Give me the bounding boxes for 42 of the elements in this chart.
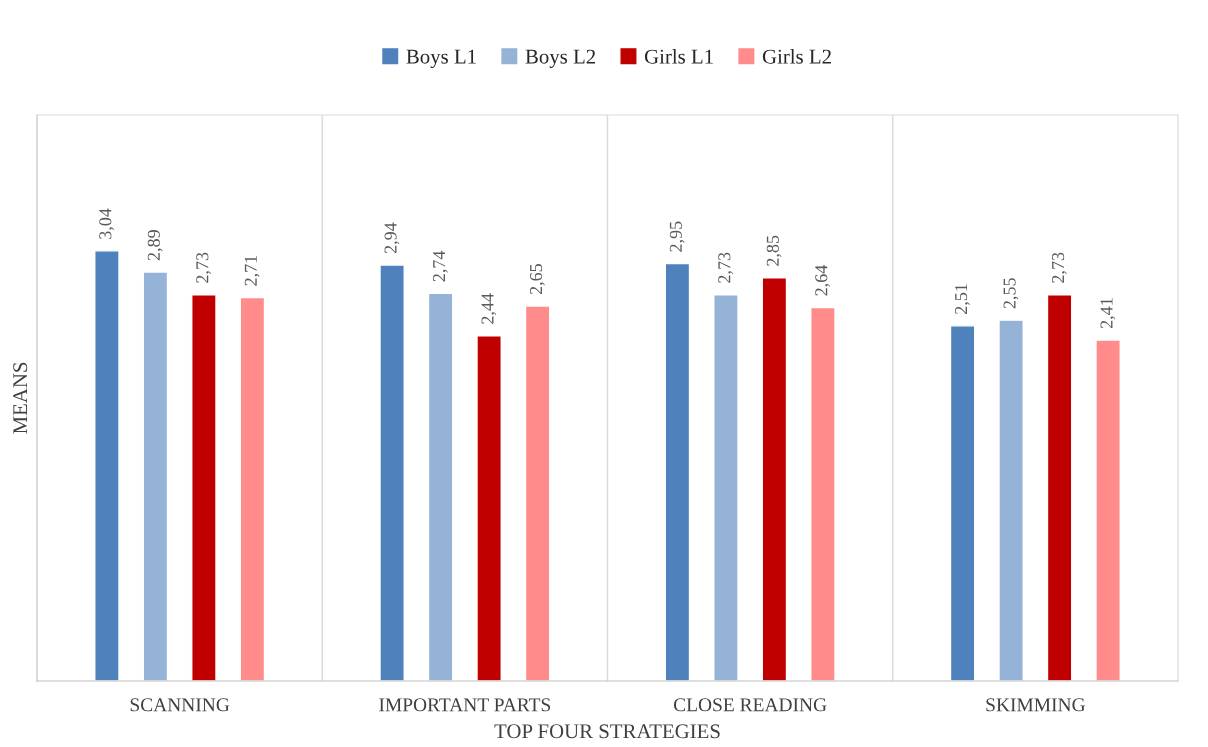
data-label: 2,73 — [1052, 252, 1067, 283]
bar — [142, 271, 169, 681]
bar — [998, 319, 1024, 681]
legend-label: Girls L1 — [644, 49, 713, 64]
data-label: 2,51 — [955, 284, 970, 314]
bar — [664, 262, 691, 681]
bar — [476, 335, 502, 681]
data-label: 2,73 — [718, 252, 733, 283]
bar — [761, 277, 788, 681]
x-tick-label: SKIMMING — [986, 698, 1085, 712]
legend-label: Boys L1 — [406, 49, 476, 68]
bar — [949, 325, 976, 681]
data-label: 2,44 — [481, 293, 497, 324]
data-label: 2,55 — [1003, 278, 1019, 309]
data-label: 2,74 — [433, 250, 448, 282]
bar — [524, 305, 551, 681]
bar — [427, 292, 454, 681]
data-label: 3,04 — [99, 208, 114, 239]
data-label: 2,65 — [530, 264, 545, 295]
x-tick-label: CLOSE READING — [673, 698, 827, 712]
bar — [379, 264, 405, 681]
bar — [1046, 294, 1073, 681]
data-label: 2,94 — [384, 222, 400, 254]
x-tick-label: IMPORTANT PARTS — [379, 698, 551, 712]
data-label: 2,85 — [766, 235, 782, 266]
y-axis-title: MEANS — [13, 362, 28, 434]
bar — [191, 294, 217, 681]
data-label: 2,89 — [147, 230, 163, 261]
legend-label: Boys L2 — [525, 49, 596, 68]
data-label: 2,73 — [196, 252, 211, 283]
x-tick-label: SCANNING — [130, 698, 230, 712]
bar — [239, 296, 266, 681]
bar — [1095, 339, 1121, 681]
data-label: 2,71 — [244, 255, 260, 286]
x-axis-title: TOP FOUR STRATEGIES — [494, 724, 720, 739]
data-label: 2,41 — [1100, 298, 1116, 329]
bar — [713, 294, 739, 681]
legend-label: Girls L2 — [762, 49, 831, 64]
bar — [810, 306, 836, 681]
data-label: 2,64 — [815, 265, 830, 296]
bar — [94, 250, 120, 681]
data-label: 2,95 — [669, 221, 685, 252]
